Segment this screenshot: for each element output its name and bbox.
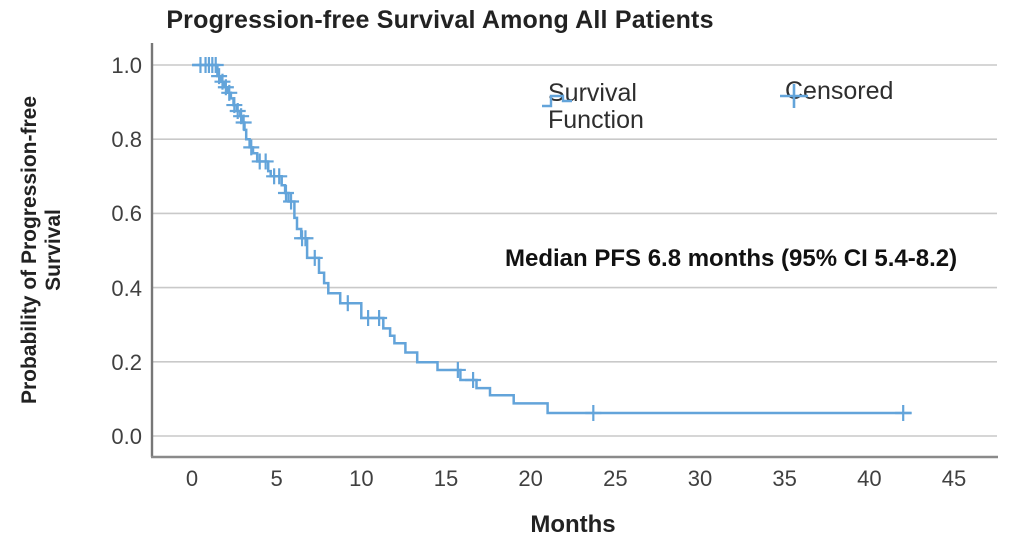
- y-tick-label: 0.4: [111, 275, 142, 301]
- y-tick-label: 0.0: [111, 424, 142, 449]
- y-tick-label: 0.2: [111, 349, 142, 375]
- x-tick-label: 30: [687, 466, 713, 491]
- legend-item-censored: Censored: [778, 77, 894, 108]
- y-tick-label: 0.6: [111, 201, 142, 227]
- chart-title: Progression-free Survival Among All Pati…: [166, 6, 714, 34]
- x-tick-label: 10: [349, 466, 374, 491]
- x-tick-label: 25: [603, 466, 628, 491]
- x-tick-label: 35: [772, 466, 797, 491]
- median-pfs-annotation: Median PFS 6.8 months (95% CI 5.4-8.2): [505, 245, 958, 272]
- x-tick-label: 0: [185, 466, 199, 491]
- x-tick-label: 40: [857, 466, 882, 491]
- legend-item-survival-function: Survival Function: [541, 80, 644, 134]
- x-tick-label: 5: [270, 466, 283, 491]
- y-tick-label: 0.8: [111, 127, 142, 153]
- x-axis-label: Months: [530, 511, 616, 538]
- legend-label-survival-function: Survival Function: [548, 79, 644, 134]
- x-tick-label: 20: [518, 466, 543, 491]
- y-tick-label: 1.0: [111, 53, 142, 78]
- legend-label-censored: Censored: [785, 77, 894, 105]
- x-tick-label: 15: [433, 466, 459, 491]
- x-tick-label: 45: [941, 466, 967, 491]
- plus-icon: [780, 84, 808, 108]
- step-line-icon: [542, 94, 572, 108]
